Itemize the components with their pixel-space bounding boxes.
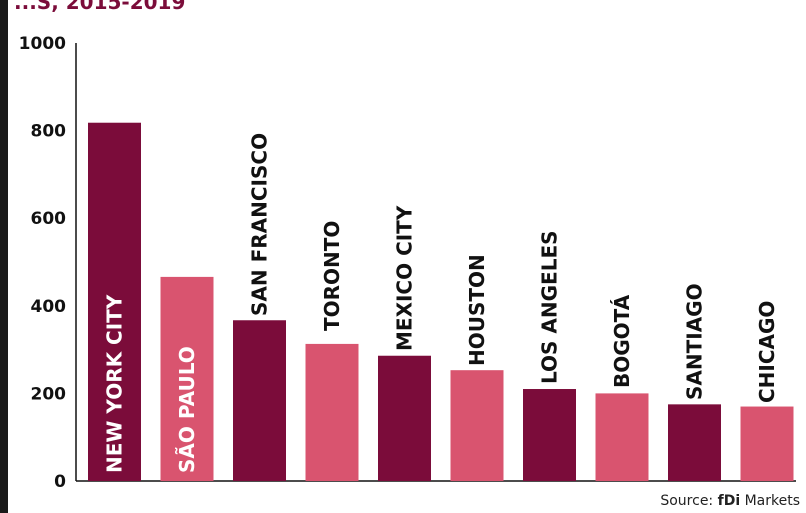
bar [160,276,214,481]
bar-chart: 0 200 400 600 800 1000 NEW YORK CITY SÃO PAULO… [19,34,796,490]
bar [595,393,649,481]
bar [378,355,431,481]
bar [740,406,794,481]
chart-title-fragment: ...S, 2015-2019 [14,0,186,14]
bar-category-label: SANTIAGO [683,283,707,400]
source-brand: fDi [717,493,741,509]
y-tick-label: 800 [31,122,67,142]
bar [233,320,286,481]
bar [668,404,721,481]
bar-category-label: NEW YORK CITY [103,294,127,473]
source-note: Source: fDi Markets [660,493,800,509]
y-tick-label: 200 [31,384,67,404]
bar [523,389,576,481]
bar [88,122,141,481]
chart-bar-labels: NEW YORK CITY SÃO PAULO SAN FRANCISCO TORON… [103,133,780,473]
chart-bars [88,122,794,481]
bar-category-label: TORONTO [320,221,344,331]
bar [305,343,359,481]
left-edge-strip [0,0,8,513]
source-suffix: Markets [744,493,800,509]
bar-category-label: HOUSTON [465,254,489,366]
source-prefix: Source: [660,493,714,509]
bar-category-label: CHICAGO [755,301,779,403]
y-tick-label: 400 [31,297,67,317]
y-tick-label: 600 [31,209,67,229]
bar-category-label: BOGOTÁ [610,294,634,388]
bar-category-label: LOS ANGELES [538,230,562,384]
y-tick-label: 1000 [19,34,66,54]
bar-category-label: SAN FRANCISCO [248,133,272,316]
y-tick-label: 0 [54,472,66,490]
bar-category-label: MEXICO CITY [393,205,417,351]
bar [450,370,504,481]
bar-category-label: SÃO PAULO [175,346,199,473]
